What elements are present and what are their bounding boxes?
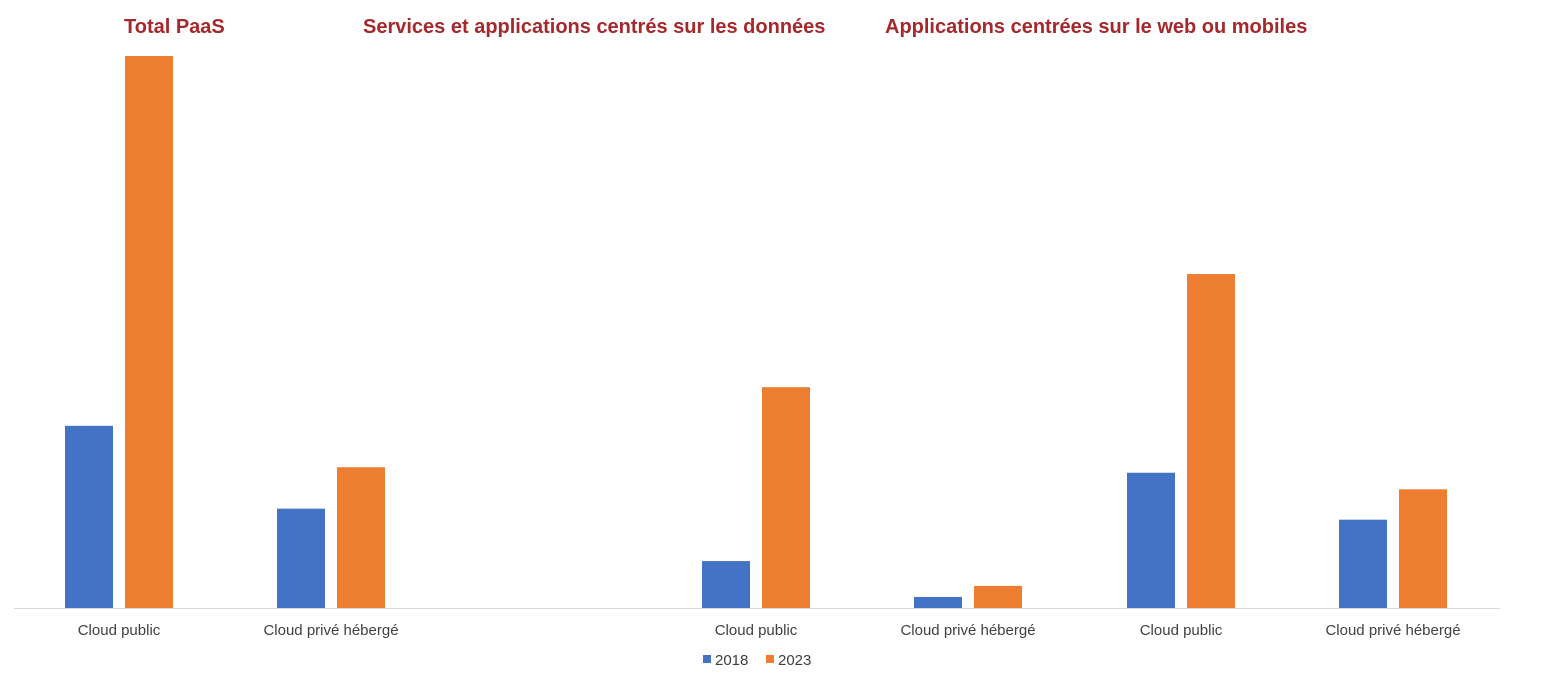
bars	[65, 56, 1447, 608]
legend-swatch-2018	[703, 655, 711, 663]
category-label-3: Cloud public	[715, 622, 798, 639]
category-label-2: Cloud privé hébergé	[263, 622, 398, 639]
category-label-6: Cloud privé hébergé	[1325, 622, 1460, 639]
category-label-5: Cloud public	[1140, 622, 1223, 639]
category-label-4: Cloud privé hébergé	[900, 622, 1035, 639]
group-title-1: Total PaaS	[124, 16, 225, 38]
group-title-3: Applications centrées sur le web ou mobi…	[885, 16, 1307, 38]
legend: 2018 2023	[703, 652, 811, 669]
bar-2023-1	[125, 56, 173, 608]
legend-label-2023: 2023	[778, 652, 811, 669]
bar-2018-4	[914, 596, 962, 608]
bar-2018-5	[1127, 472, 1175, 608]
bar-2018-3	[702, 561, 750, 608]
bar-2023-6	[1399, 489, 1447, 608]
group-title-2: Services et applications centrés sur les…	[363, 16, 825, 38]
bar-2023-3	[762, 387, 810, 608]
bar-2018-2	[277, 508, 325, 608]
legend-swatch-2023	[766, 655, 774, 663]
legend-label-2018: 2018	[715, 652, 748, 669]
bar-2018-6	[1339, 519, 1387, 608]
category-labels: Cloud public Cloud privé hébergé Cloud pub…	[78, 622, 1461, 639]
bar-2023-5	[1187, 274, 1235, 608]
bar-2023-4	[974, 585, 1022, 608]
bar-2018-1	[65, 425, 113, 608]
group-titles: Total PaaS Services et applications centr…	[124, 16, 1307, 38]
bar-2023-2	[337, 467, 385, 608]
category-label-1: Cloud public	[78, 622, 161, 639]
